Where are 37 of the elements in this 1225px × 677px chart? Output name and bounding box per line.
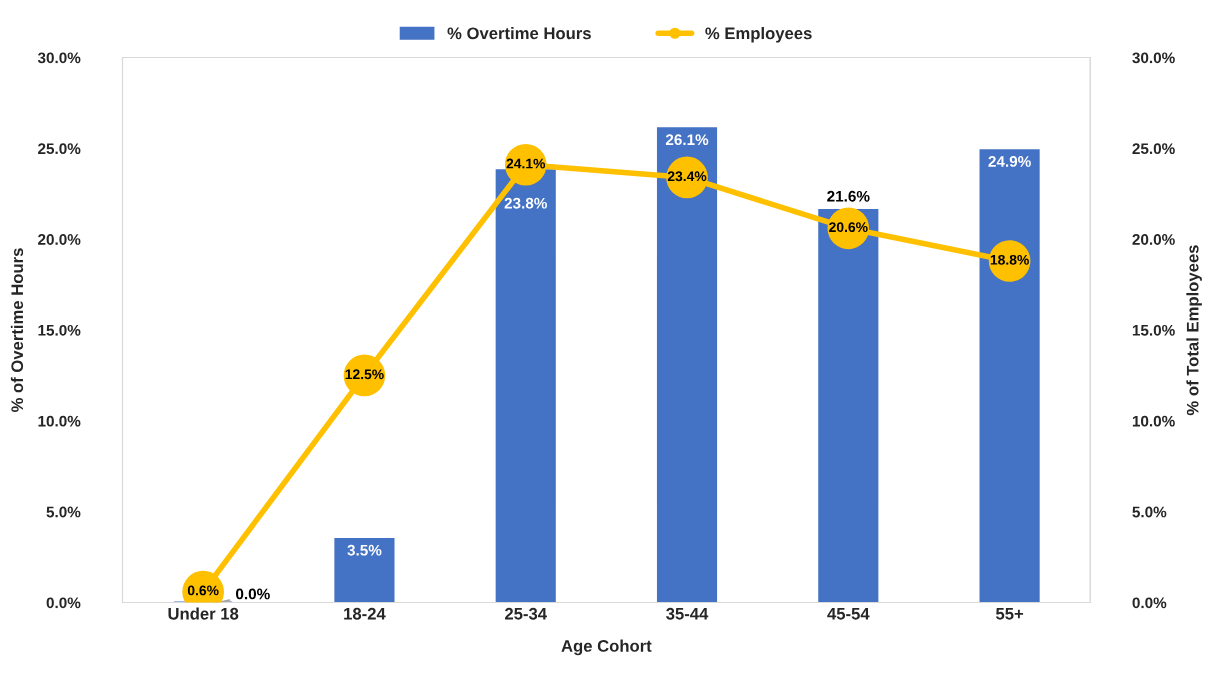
x-tick-label: 25-34	[505, 607, 547, 620]
y2-tick-label: 5.0%	[1132, 506, 1167, 518]
data-label: 20.6%	[829, 222, 868, 233]
data-label: 12.5%	[345, 369, 384, 380]
y-tick-label: 0.0%	[46, 597, 81, 609]
data-label: 0.6%	[187, 585, 219, 596]
x-tick-label: 18-24	[344, 607, 386, 620]
x-tick-label: 45-54	[827, 608, 870, 620]
y-tick-label: 10.0%	[38, 415, 81, 427]
y2-tick-label: 10.0%	[1132, 415, 1175, 427]
y2-tick-label: 25.0%	[1132, 143, 1175, 155]
data-label: 0.0%	[236, 588, 270, 600]
y-tick-label: 25.0%	[38, 143, 81, 155]
data-label: 3.5%	[347, 544, 382, 556]
legend-label: % Overtime Hours	[447, 27, 591, 40]
data-label: 23.8%	[504, 197, 547, 209]
x-tick-label: 35-44	[666, 607, 709, 620]
x-axis-title: Age Cohort	[561, 639, 652, 656]
y-tick-label: 5.0%	[46, 506, 81, 518]
y-tick-label: 30.0%	[37, 52, 81, 64]
data-label: 21.6%	[827, 190, 870, 202]
data-label: 26.1%	[665, 134, 709, 146]
data-label: 24.1%	[506, 158, 546, 169]
y2-tick-label: 0.0%	[1132, 597, 1167, 609]
y2-axis-title: % of Total Employees	[1186, 245, 1202, 416]
y2-tick-label: 30.0%	[1132, 52, 1175, 64]
y2-tick-label: 15.0%	[1132, 324, 1175, 336]
data-label: 18.8%	[990, 254, 1029, 265]
legend-label: % Employees	[705, 27, 812, 43]
y-tick-label: 20.0%	[38, 234, 81, 245]
y-tick-label: 15.0%	[38, 324, 81, 336]
x-tick-label: 55+	[995, 608, 1024, 620]
data-label: 24.9%	[988, 156, 1031, 167]
y2-tick-label: 20.0%	[1132, 234, 1175, 245]
y-axis-title: % of Overtime Hours	[10, 248, 24, 413]
data-label: 23.4%	[667, 171, 707, 182]
x-tick-label: Under 18	[168, 607, 239, 620]
